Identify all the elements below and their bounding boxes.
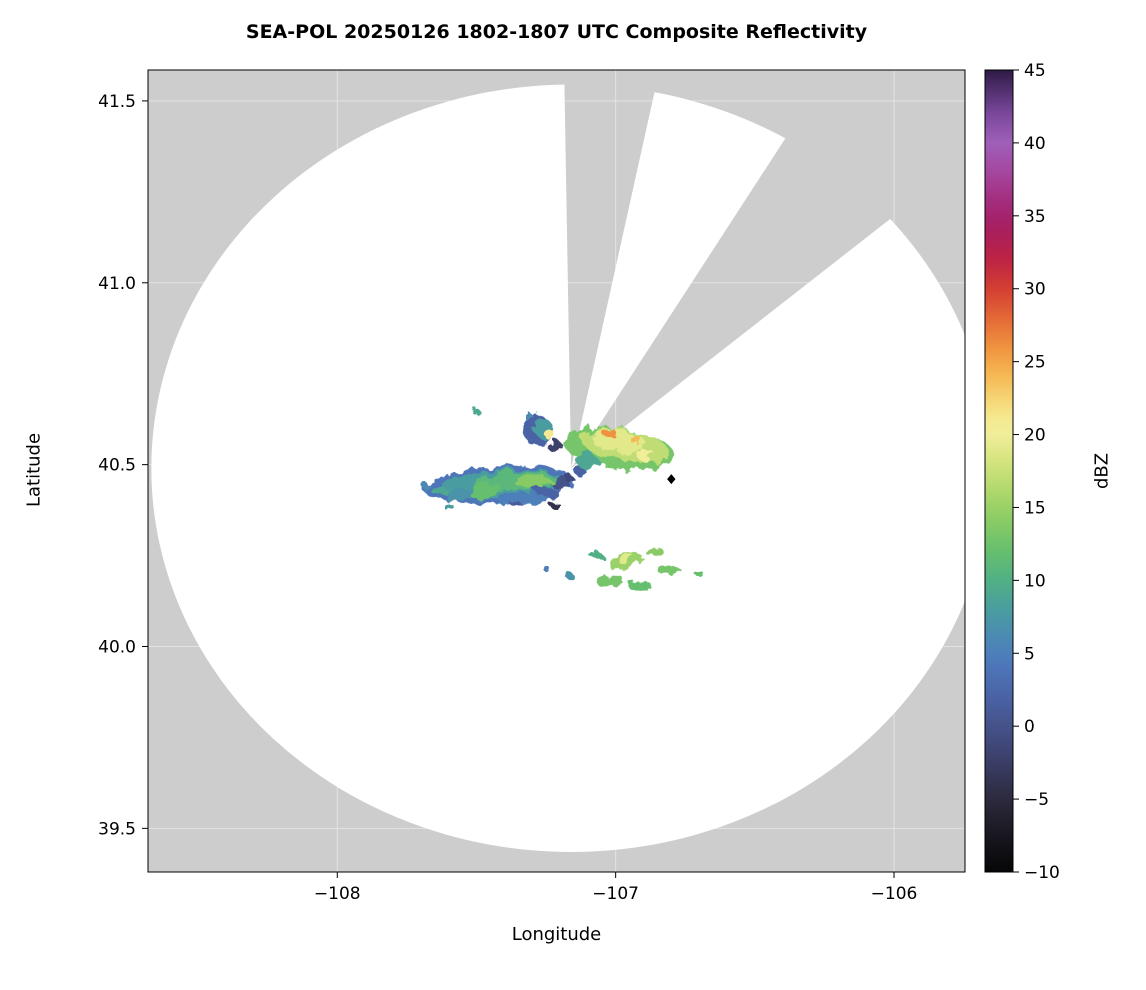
echo-region — [694, 570, 704, 578]
x-tick-label: −108 — [314, 884, 361, 904]
colorbar-tick-label: 25 — [1024, 353, 1046, 373]
colorbar-tick-label: −5 — [1024, 790, 1049, 810]
echo-region — [618, 554, 635, 565]
y-tick-label: 40.5 — [98, 456, 136, 476]
colorbar-tick-label: 30 — [1024, 280, 1046, 300]
echo-region — [543, 428, 555, 439]
y-tick-label: 39.5 — [98, 819, 136, 839]
chart-title: SEA-POL 20250126 1802-1807 UTC Composite… — [245, 21, 868, 43]
echo-region — [629, 581, 652, 592]
colorbar-tick-label: 10 — [1024, 571, 1046, 591]
y-tick-label: 40.0 — [98, 637, 136, 657]
echo-region — [629, 434, 641, 444]
plot-area — [148, 70, 965, 872]
echo-region — [646, 547, 663, 557]
echo-region — [547, 439, 562, 453]
colorbar-tick-label: 0 — [1024, 717, 1035, 737]
colorbar-label: dBZ — [1091, 452, 1113, 490]
colorbar-tick-label: 40 — [1024, 134, 1046, 154]
x-axis-label: Longitude — [511, 924, 602, 945]
y-tick-label: 41.5 — [98, 92, 136, 112]
reflectivity-echoes — [422, 408, 704, 592]
colorbar: −10 −5 0 5 10 15 20 25 30 35 40 45 — [984, 61, 1060, 883]
echo-region — [431, 487, 449, 497]
echo-region — [603, 428, 618, 439]
colorbar-tick-label: 15 — [1024, 498, 1046, 518]
station-marker — [667, 474, 676, 485]
colorbar-tick-label: −10 — [1024, 863, 1060, 883]
echo-region — [525, 413, 534, 421]
colorbar-tick-label: 20 — [1024, 426, 1046, 446]
echo-region — [472, 408, 481, 415]
echo-region — [548, 501, 560, 508]
echo-region — [658, 565, 679, 575]
echo-region — [422, 483, 431, 490]
echo-region — [532, 486, 560, 498]
echo-region — [649, 452, 663, 462]
x-tick-label: −106 — [871, 884, 918, 904]
echo-region — [512, 474, 552, 488]
colorbar-tick-label: 5 — [1024, 644, 1035, 664]
x-axis: −108 −107 −106 — [314, 872, 917, 904]
echo-region — [443, 503, 455, 510]
colorbar-bar — [984, 69, 1014, 873]
echo-region — [468, 483, 502, 499]
colorbar-tick-label: 35 — [1024, 207, 1046, 227]
echo-region — [563, 474, 574, 482]
echo-region — [590, 551, 603, 560]
y-axis: 39.5 40.0 40.5 41.0 41.5 — [98, 92, 148, 839]
plot-frame — [147, 69, 966, 873]
blocked-sector — [564, 70, 660, 469]
y-axis-label: Latitude — [23, 432, 45, 508]
echo-region — [573, 466, 586, 476]
x-tick-label: −107 — [592, 884, 639, 904]
echo-region — [542, 565, 550, 572]
echo-region — [596, 575, 624, 587]
blocked-sector — [571, 70, 965, 469]
colorbar-tick-label: 45 — [1024, 61, 1046, 81]
y-tick-label: 41.0 — [98, 274, 136, 294]
echo-region — [575, 451, 601, 471]
echo-region — [566, 574, 576, 581]
echo-region — [509, 501, 522, 507]
gridlines — [148, 70, 965, 872]
echo-region — [446, 488, 474, 503]
